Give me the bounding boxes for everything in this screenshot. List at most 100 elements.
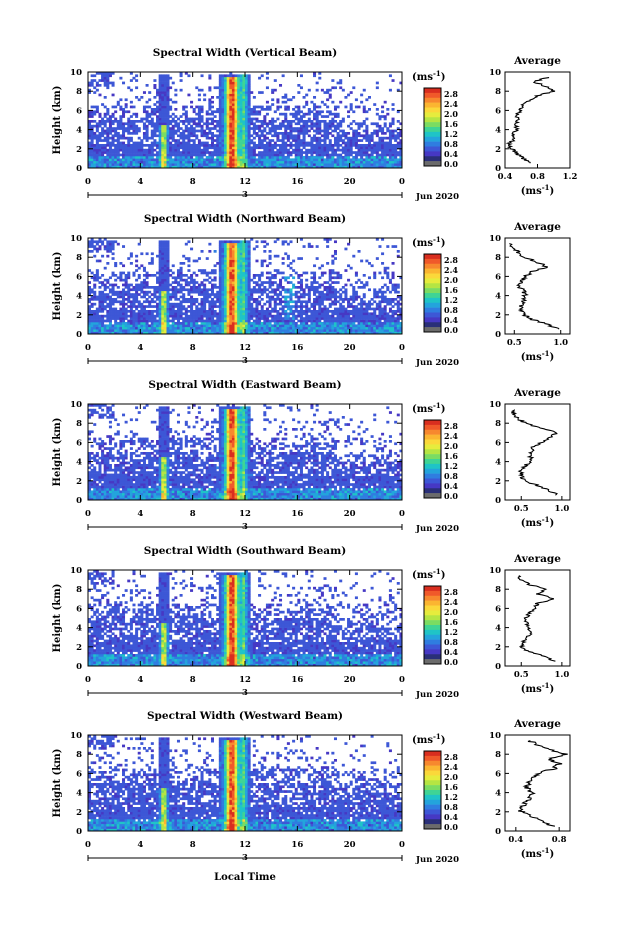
heatmap-cell <box>265 307 269 311</box>
heatmap-cell <box>218 112 222 116</box>
heatmap-cell <box>373 151 377 154</box>
heatmap-cell <box>255 310 259 313</box>
heatmap-cell <box>221 129 225 133</box>
heatmap-cell <box>200 74 204 78</box>
heatmap-cell <box>226 262 230 265</box>
heatmap-cell <box>142 134 146 138</box>
heatmap-cell <box>349 108 353 111</box>
heatmap-cell <box>95 144 99 147</box>
heatmap-cell <box>255 302 259 306</box>
heatmap-cell <box>347 124 351 128</box>
heatmap-cell <box>203 158 207 162</box>
heatmap-cell <box>158 240 162 244</box>
heatmap-cell <box>276 326 280 330</box>
heatmap-cell <box>237 259 241 263</box>
heatmap-cell <box>239 307 243 311</box>
heatmap-cell <box>171 286 175 289</box>
heatmap-cell <box>103 156 107 159</box>
heatmap-cell <box>297 91 301 94</box>
heatmap-cell <box>239 139 243 142</box>
heatmap-cell <box>383 141 387 145</box>
heatmap-cell <box>326 163 330 166</box>
heatmap-cell <box>289 298 293 301</box>
heatmap-cell <box>263 120 267 123</box>
heatmap-cell <box>187 326 191 330</box>
heatmap-cell <box>231 144 235 147</box>
heatmap-cell <box>137 319 141 323</box>
heatmap-cell <box>150 274 154 277</box>
heatmap-cell <box>265 112 269 116</box>
heatmap-cell <box>315 163 319 166</box>
heatmap-cell <box>229 305 233 308</box>
heatmap-cell <box>297 257 301 260</box>
heatmap-cell <box>381 158 385 162</box>
heatmap-cell <box>169 146 173 150</box>
heatmap-cell <box>187 74 191 78</box>
heatmap-cell <box>158 252 162 256</box>
heatmap-cell <box>108 300 112 304</box>
heatmap-cell <box>95 331 99 335</box>
heatmap-cell <box>313 124 317 128</box>
heatmap-cell <box>224 84 228 87</box>
heatmap-cell <box>88 331 92 335</box>
heatmap-cell <box>190 127 194 130</box>
heatmap-cell <box>237 269 241 272</box>
heatmap-cell <box>148 158 152 162</box>
heatmap-cell <box>284 329 288 332</box>
heatmap-cell <box>142 151 146 154</box>
heatmap-cell <box>169 105 173 109</box>
heatmap-cell <box>161 91 165 94</box>
heatmap-cell <box>169 148 173 152</box>
heatmap-cell <box>388 153 392 157</box>
heatmap-cell <box>247 290 251 294</box>
heatmap-cell <box>184 110 188 114</box>
heatmap-cell <box>378 141 382 145</box>
heatmap-cell <box>229 105 233 109</box>
heatmap-cell <box>284 317 288 320</box>
heatmap-cell <box>365 129 369 133</box>
heatmap-cell <box>226 314 230 318</box>
heatmap-cell <box>234 307 238 311</box>
heatmap-cell <box>229 242 233 246</box>
heatmap-cell <box>140 283 144 287</box>
heatmap-cell <box>237 151 241 154</box>
heatmap-cell <box>98 324 102 328</box>
heatmap-cell <box>127 160 131 164</box>
heatmap-cell <box>161 110 165 114</box>
heatmap-cell <box>315 257 319 260</box>
heatmap-cell <box>108 250 112 253</box>
heatmap-cell <box>265 146 269 150</box>
heatmap-cell <box>271 129 275 133</box>
heatmap-cell <box>224 319 228 323</box>
heatmap-cell <box>268 151 272 154</box>
heatmap-cell <box>135 74 139 78</box>
heatmap-cell <box>268 165 272 169</box>
heatmap-cell <box>336 127 340 130</box>
heatmap-cell <box>307 314 311 318</box>
heatmap-cell <box>101 151 105 154</box>
heatmap-cell <box>221 307 225 311</box>
heatmap-cell <box>365 98 369 102</box>
heatmap-cell <box>88 146 92 150</box>
heatmap-cell <box>258 139 262 142</box>
heatmap-cell <box>213 158 217 162</box>
heatmap-cell <box>313 163 317 166</box>
heatmap-cell <box>224 247 228 251</box>
heatmap-cell <box>349 141 353 145</box>
heatmap-cell <box>93 144 97 147</box>
heatmap-cell <box>252 307 256 311</box>
heatmap-cell <box>95 298 99 301</box>
heatmap-cell <box>106 136 110 140</box>
heatmap-cell <box>127 276 131 280</box>
heatmap-cell <box>381 127 385 130</box>
heatmap-cell <box>268 163 272 166</box>
heatmap-cell <box>252 158 256 162</box>
heatmap-cell <box>119 124 123 128</box>
heatmap-cell <box>148 286 152 289</box>
heatmap-cell <box>273 79 277 82</box>
heatmap-cell <box>205 298 209 301</box>
heatmap-cell <box>98 259 102 263</box>
heatmap-cell <box>328 122 332 126</box>
x-tick-label: 8 <box>190 177 196 187</box>
heatmap-cell <box>310 148 314 152</box>
